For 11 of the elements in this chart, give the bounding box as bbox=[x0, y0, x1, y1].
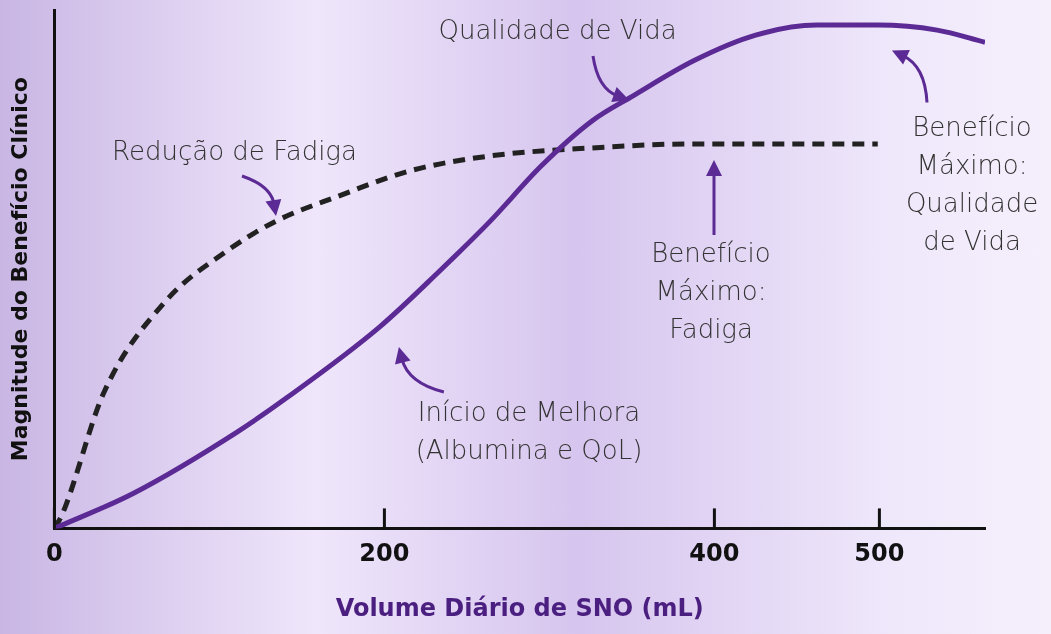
annotation: Benefício Máximo: Fadiga bbox=[651, 237, 771, 344]
annotation: Início de Melhora (Albumina e QoL) bbox=[415, 396, 643, 465]
x-tick-label: 200 bbox=[359, 539, 410, 568]
y-axis-title: Magnitude do Benefício Clínico bbox=[6, 77, 32, 462]
annotation: Redução de Fadiga bbox=[112, 136, 357, 167]
x-tick-label: 500 bbox=[854, 539, 905, 568]
x-axis-title: Volume Diário de SNO (mL) bbox=[335, 593, 704, 622]
annotation: Qualidade de Vida bbox=[438, 15, 677, 46]
annotation: Benefício Máximo: Qualidade de Vida bbox=[905, 111, 1039, 256]
x-tick-label: 0 bbox=[46, 539, 63, 568]
x-tick-label: 400 bbox=[689, 539, 740, 568]
